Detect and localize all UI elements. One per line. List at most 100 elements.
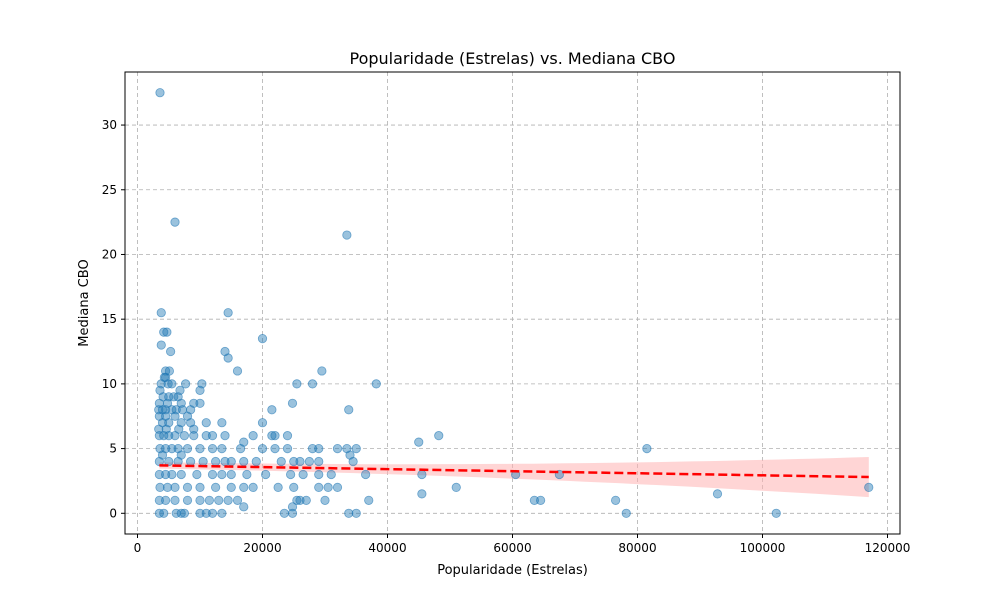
regression-line-layer bbox=[159, 464, 869, 479]
data-point bbox=[301, 495, 311, 505]
x-tick-label: 80000 bbox=[618, 541, 656, 555]
data-point bbox=[170, 482, 180, 493]
data-point bbox=[314, 443, 324, 454]
data-point bbox=[220, 431, 230, 441]
confidence-band bbox=[159, 457, 869, 498]
data-point bbox=[292, 379, 302, 389]
data-point bbox=[292, 495, 302, 505]
data-point bbox=[361, 469, 371, 480]
data-point bbox=[251, 456, 261, 467]
data-point bbox=[287, 508, 298, 518]
y-tick-label: 15 bbox=[102, 312, 117, 326]
x-tick-label: 40000 bbox=[368, 541, 406, 555]
data-point bbox=[211, 482, 221, 493]
data-point bbox=[195, 398, 205, 408]
data-point bbox=[226, 482, 236, 493]
data-point bbox=[248, 482, 258, 493]
data-point bbox=[167, 379, 177, 389]
data-point bbox=[195, 495, 205, 505]
data-point bbox=[223, 353, 233, 363]
x-axis-label: Popularidade (Estrelas) bbox=[437, 563, 588, 578]
data-point bbox=[195, 482, 205, 493]
data-point bbox=[195, 508, 205, 518]
y-tick-label: 25 bbox=[102, 183, 117, 197]
data-point bbox=[417, 469, 427, 480]
data-point bbox=[189, 431, 199, 441]
data-point bbox=[611, 495, 621, 505]
data-point bbox=[261, 469, 271, 480]
data-point bbox=[182, 443, 193, 454]
data-point bbox=[239, 502, 249, 512]
data-point bbox=[217, 469, 227, 480]
data-point bbox=[189, 424, 199, 434]
data-point bbox=[176, 508, 186, 518]
data-point bbox=[167, 469, 177, 480]
data-point bbox=[207, 443, 218, 454]
data-point bbox=[287, 502, 298, 512]
data-point bbox=[155, 482, 165, 493]
data-point bbox=[257, 333, 268, 344]
data-point bbox=[226, 456, 236, 467]
data-point bbox=[159, 508, 169, 518]
data-point bbox=[207, 431, 218, 441]
data-point bbox=[344, 405, 354, 415]
x-tick-label: 120000 bbox=[865, 541, 911, 555]
data-point bbox=[170, 411, 180, 421]
data-point bbox=[314, 482, 324, 493]
data-point bbox=[154, 495, 164, 505]
data-point bbox=[267, 405, 277, 415]
data-point bbox=[332, 482, 343, 493]
data-point bbox=[242, 469, 252, 480]
data-point bbox=[223, 495, 233, 505]
data-point bbox=[295, 495, 305, 505]
data-point bbox=[192, 469, 202, 480]
data-point bbox=[154, 424, 164, 434]
x-ticks: 0 20000 40000 60000 80000 100000 120000 bbox=[134, 534, 911, 555]
data-point bbox=[864, 482, 874, 493]
data-point bbox=[295, 456, 305, 467]
data-point bbox=[170, 217, 180, 227]
x-tick-label: 20000 bbox=[243, 541, 281, 555]
data-point bbox=[307, 379, 318, 389]
data-point bbox=[289, 482, 299, 493]
data-point bbox=[156, 308, 166, 318]
data-point bbox=[211, 456, 221, 467]
data-point bbox=[287, 398, 298, 408]
data-point bbox=[236, 443, 246, 454]
data-point bbox=[182, 482, 193, 493]
data-point bbox=[223, 308, 233, 318]
data-point bbox=[248, 431, 258, 441]
x-tick-label: 100000 bbox=[740, 541, 786, 555]
data-point bbox=[270, 443, 280, 454]
chart-title: Popularidade (Estrelas) vs. Mediana CBO bbox=[350, 49, 676, 68]
data-point bbox=[161, 405, 171, 415]
data-point bbox=[201, 508, 211, 518]
grid bbox=[125, 72, 900, 534]
data-point bbox=[161, 469, 171, 480]
data-point bbox=[273, 482, 283, 493]
data-point bbox=[257, 418, 268, 428]
y-tick-label: 30 bbox=[102, 118, 117, 132]
data-point bbox=[332, 443, 343, 454]
data-point bbox=[195, 443, 205, 454]
data-point bbox=[163, 379, 173, 389]
data-point bbox=[451, 482, 461, 493]
data-point bbox=[270, 431, 280, 441]
data-point bbox=[154, 469, 164, 480]
data-point bbox=[323, 482, 333, 493]
confidence-band-layer bbox=[159, 457, 869, 498]
data-point bbox=[326, 469, 336, 480]
data-point bbox=[344, 508, 354, 518]
data-point bbox=[239, 456, 249, 467]
data-point bbox=[317, 366, 327, 376]
data-point bbox=[161, 495, 171, 505]
data-point bbox=[217, 508, 227, 518]
data-point bbox=[314, 456, 324, 467]
data-point bbox=[156, 340, 166, 350]
data-point bbox=[159, 431, 169, 441]
regression-line bbox=[159, 464, 869, 479]
data-point bbox=[536, 495, 546, 505]
points-layer bbox=[154, 88, 874, 518]
data-point bbox=[642, 443, 652, 454]
